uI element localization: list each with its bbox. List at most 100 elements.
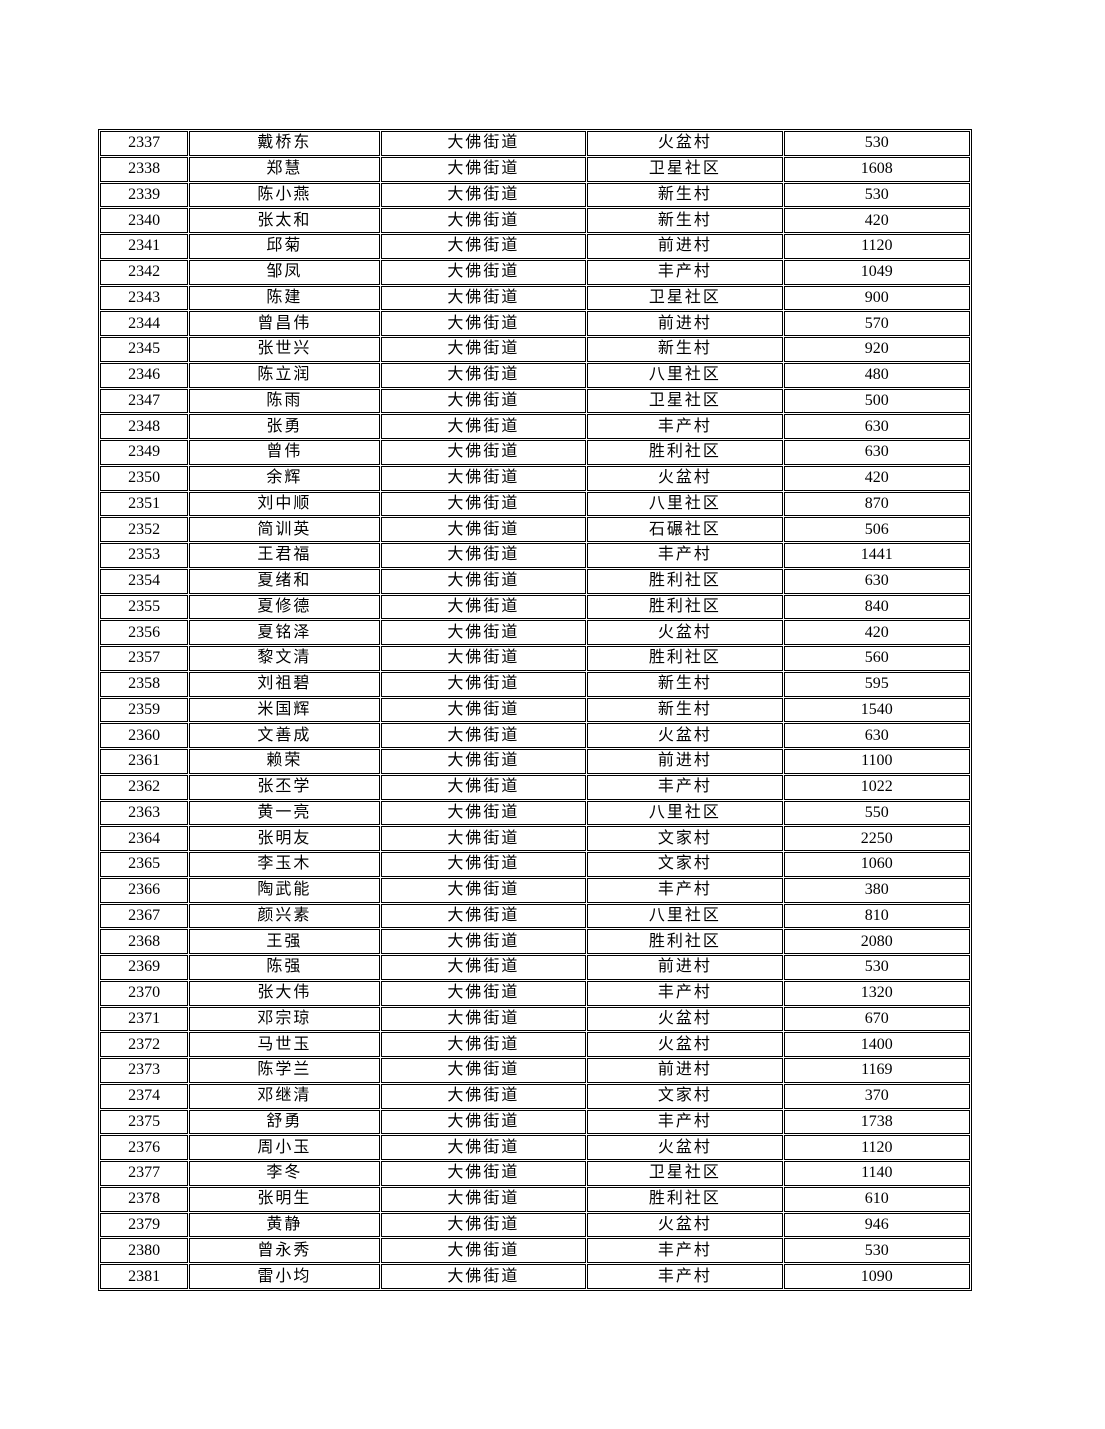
- cell-amount: 630: [783, 723, 970, 748]
- cell-street: 大佛街道: [380, 1109, 587, 1135]
- cell-id: 2337: [100, 131, 189, 156]
- cell-name: 刘中顺: [189, 491, 380, 517]
- cell-id: 2359: [100, 697, 189, 723]
- cell-street: 大佛街道: [380, 749, 587, 774]
- cell-street: 大佛街道: [380, 646, 587, 671]
- cell-street: 大佛街道: [380, 1083, 587, 1109]
- cell-amount: 630: [783, 414, 970, 439]
- cell-name: 邹凤: [189, 259, 380, 285]
- table-row: 2344 曾昌伟 大佛街道 前进村 570: [100, 311, 970, 336]
- cell-name: 黄一亮: [189, 800, 380, 826]
- cell-name: 李玉木: [189, 852, 380, 877]
- cell-amount: 1049: [783, 259, 970, 285]
- cell-id: 2369: [100, 955, 189, 980]
- table-row: 2370 张大伟 大佛街道 丰产村 1320: [100, 980, 970, 1006]
- cell-name: 张明友: [189, 826, 380, 851]
- cell-name: 雷小均: [189, 1264, 380, 1289]
- cell-id: 2367: [100, 903, 189, 929]
- cell-amount: 630: [783, 440, 970, 465]
- table-row: 2343 陈建 大佛街道 卫星社区 900: [100, 285, 970, 311]
- cell-street: 大佛街道: [380, 1161, 587, 1186]
- cell-street: 大佛街道: [380, 285, 587, 311]
- cell-street: 大佛街道: [380, 1032, 587, 1057]
- cell-name: 陈雨: [189, 388, 380, 414]
- cell-id: 2348: [100, 414, 189, 439]
- cell-name: 戴桥东: [189, 131, 380, 156]
- table-row: 2360 文善成 大佛街道 火盆村 630: [100, 723, 970, 748]
- table-row: 2348 张勇 大佛街道 丰产村 630: [100, 414, 970, 439]
- cell-name: 颜兴素: [189, 903, 380, 929]
- cell-amount: 570: [783, 311, 970, 336]
- cell-amount: 2250: [783, 826, 970, 851]
- cell-name: 黄静: [189, 1212, 380, 1238]
- table-row: 2340 张太和 大佛街道 新生村 420: [100, 208, 970, 233]
- cell-village: 胜利社区: [587, 646, 783, 671]
- cell-amount: 1090: [783, 1264, 970, 1289]
- cell-amount: 1060: [783, 852, 970, 877]
- cell-street: 大佛街道: [380, 131, 587, 156]
- cell-street: 大佛街道: [380, 1006, 587, 1032]
- cell-street: 大佛街道: [380, 156, 587, 182]
- cell-amount: 610: [783, 1186, 970, 1212]
- cell-id: 2361: [100, 749, 189, 774]
- cell-street: 大佛街道: [380, 491, 587, 517]
- table-row: 2377 李冬 大佛街道 卫星社区 1140: [100, 1161, 970, 1186]
- table-row: 2376 周小玉 大佛街道 火盆村 1120: [100, 1135, 970, 1160]
- cell-street: 大佛街道: [380, 620, 587, 645]
- cell-id: 2374: [100, 1083, 189, 1109]
- cell-id: 2371: [100, 1006, 189, 1032]
- cell-amount: 1400: [783, 1032, 970, 1057]
- table-row: 2339 陈小燕 大佛街道 新生村 530: [100, 182, 970, 208]
- cell-id: 2351: [100, 491, 189, 517]
- cell-village: 丰产村: [587, 1109, 783, 1135]
- cell-amount: 1738: [783, 1109, 970, 1135]
- cell-street: 大佛街道: [380, 440, 587, 465]
- cell-name: 陈强: [189, 955, 380, 980]
- cell-name: 赖荣: [189, 749, 380, 774]
- cell-id: 2370: [100, 980, 189, 1006]
- cell-village: 火盆村: [587, 465, 783, 491]
- table-row: 2337 戴桥东 大佛街道 火盆村 530: [100, 131, 970, 156]
- cell-village: 文家村: [587, 826, 783, 851]
- cell-village: 文家村: [587, 852, 783, 877]
- cell-village: 丰产村: [587, 414, 783, 439]
- table-row: 2378 张明生 大佛街道 胜利社区 610: [100, 1186, 970, 1212]
- cell-street: 大佛街道: [380, 337, 587, 362]
- cell-amount: 550: [783, 800, 970, 826]
- cell-street: 大佛街道: [380, 723, 587, 748]
- cell-id: 2338: [100, 156, 189, 182]
- cell-street: 大佛街道: [380, 671, 587, 697]
- cell-amount: 480: [783, 362, 970, 388]
- cell-street: 大佛街道: [380, 1186, 587, 1212]
- cell-id: 2347: [100, 388, 189, 414]
- cell-id: 2362: [100, 774, 189, 800]
- cell-village: 新生村: [587, 697, 783, 723]
- cell-street: 大佛街道: [380, 388, 587, 414]
- cell-id: 2375: [100, 1109, 189, 1135]
- cell-id: 2356: [100, 620, 189, 645]
- cell-village: 胜利社区: [587, 440, 783, 465]
- cell-street: 大佛街道: [380, 568, 587, 594]
- cell-street: 大佛街道: [380, 311, 587, 336]
- cell-amount: 1169: [783, 1058, 970, 1083]
- table-row: 2374 邓继清 大佛街道 文家村 370: [100, 1083, 970, 1109]
- cell-village: 前进村: [587, 1058, 783, 1083]
- cell-amount: 420: [783, 465, 970, 491]
- cell-name: 王强: [189, 929, 380, 954]
- cell-amount: 1100: [783, 749, 970, 774]
- table-row: 2354 夏绪和 大佛街道 胜利社区 630: [100, 568, 970, 594]
- cell-street: 大佛街道: [380, 362, 587, 388]
- table-row: 2369 陈强 大佛街道 前进村 530: [100, 955, 970, 980]
- table-row: 2338 郑慧 大佛街道 卫星社区 1608: [100, 156, 970, 182]
- table-row: 2368 王强 大佛街道 胜利社区 2080: [100, 929, 970, 954]
- cell-amount: 946: [783, 1212, 970, 1238]
- cell-street: 大佛街道: [380, 929, 587, 954]
- cell-village: 石碾社区: [587, 517, 783, 542]
- cell-street: 大佛街道: [380, 800, 587, 826]
- cell-village: 丰产村: [587, 1238, 783, 1263]
- table-row: 2347 陈雨 大佛街道 卫星社区 500: [100, 388, 970, 414]
- cell-amount: 1608: [783, 156, 970, 182]
- table-row: 2373 陈学兰 大佛街道 前进村 1169: [100, 1058, 970, 1083]
- cell-street: 大佛街道: [380, 208, 587, 233]
